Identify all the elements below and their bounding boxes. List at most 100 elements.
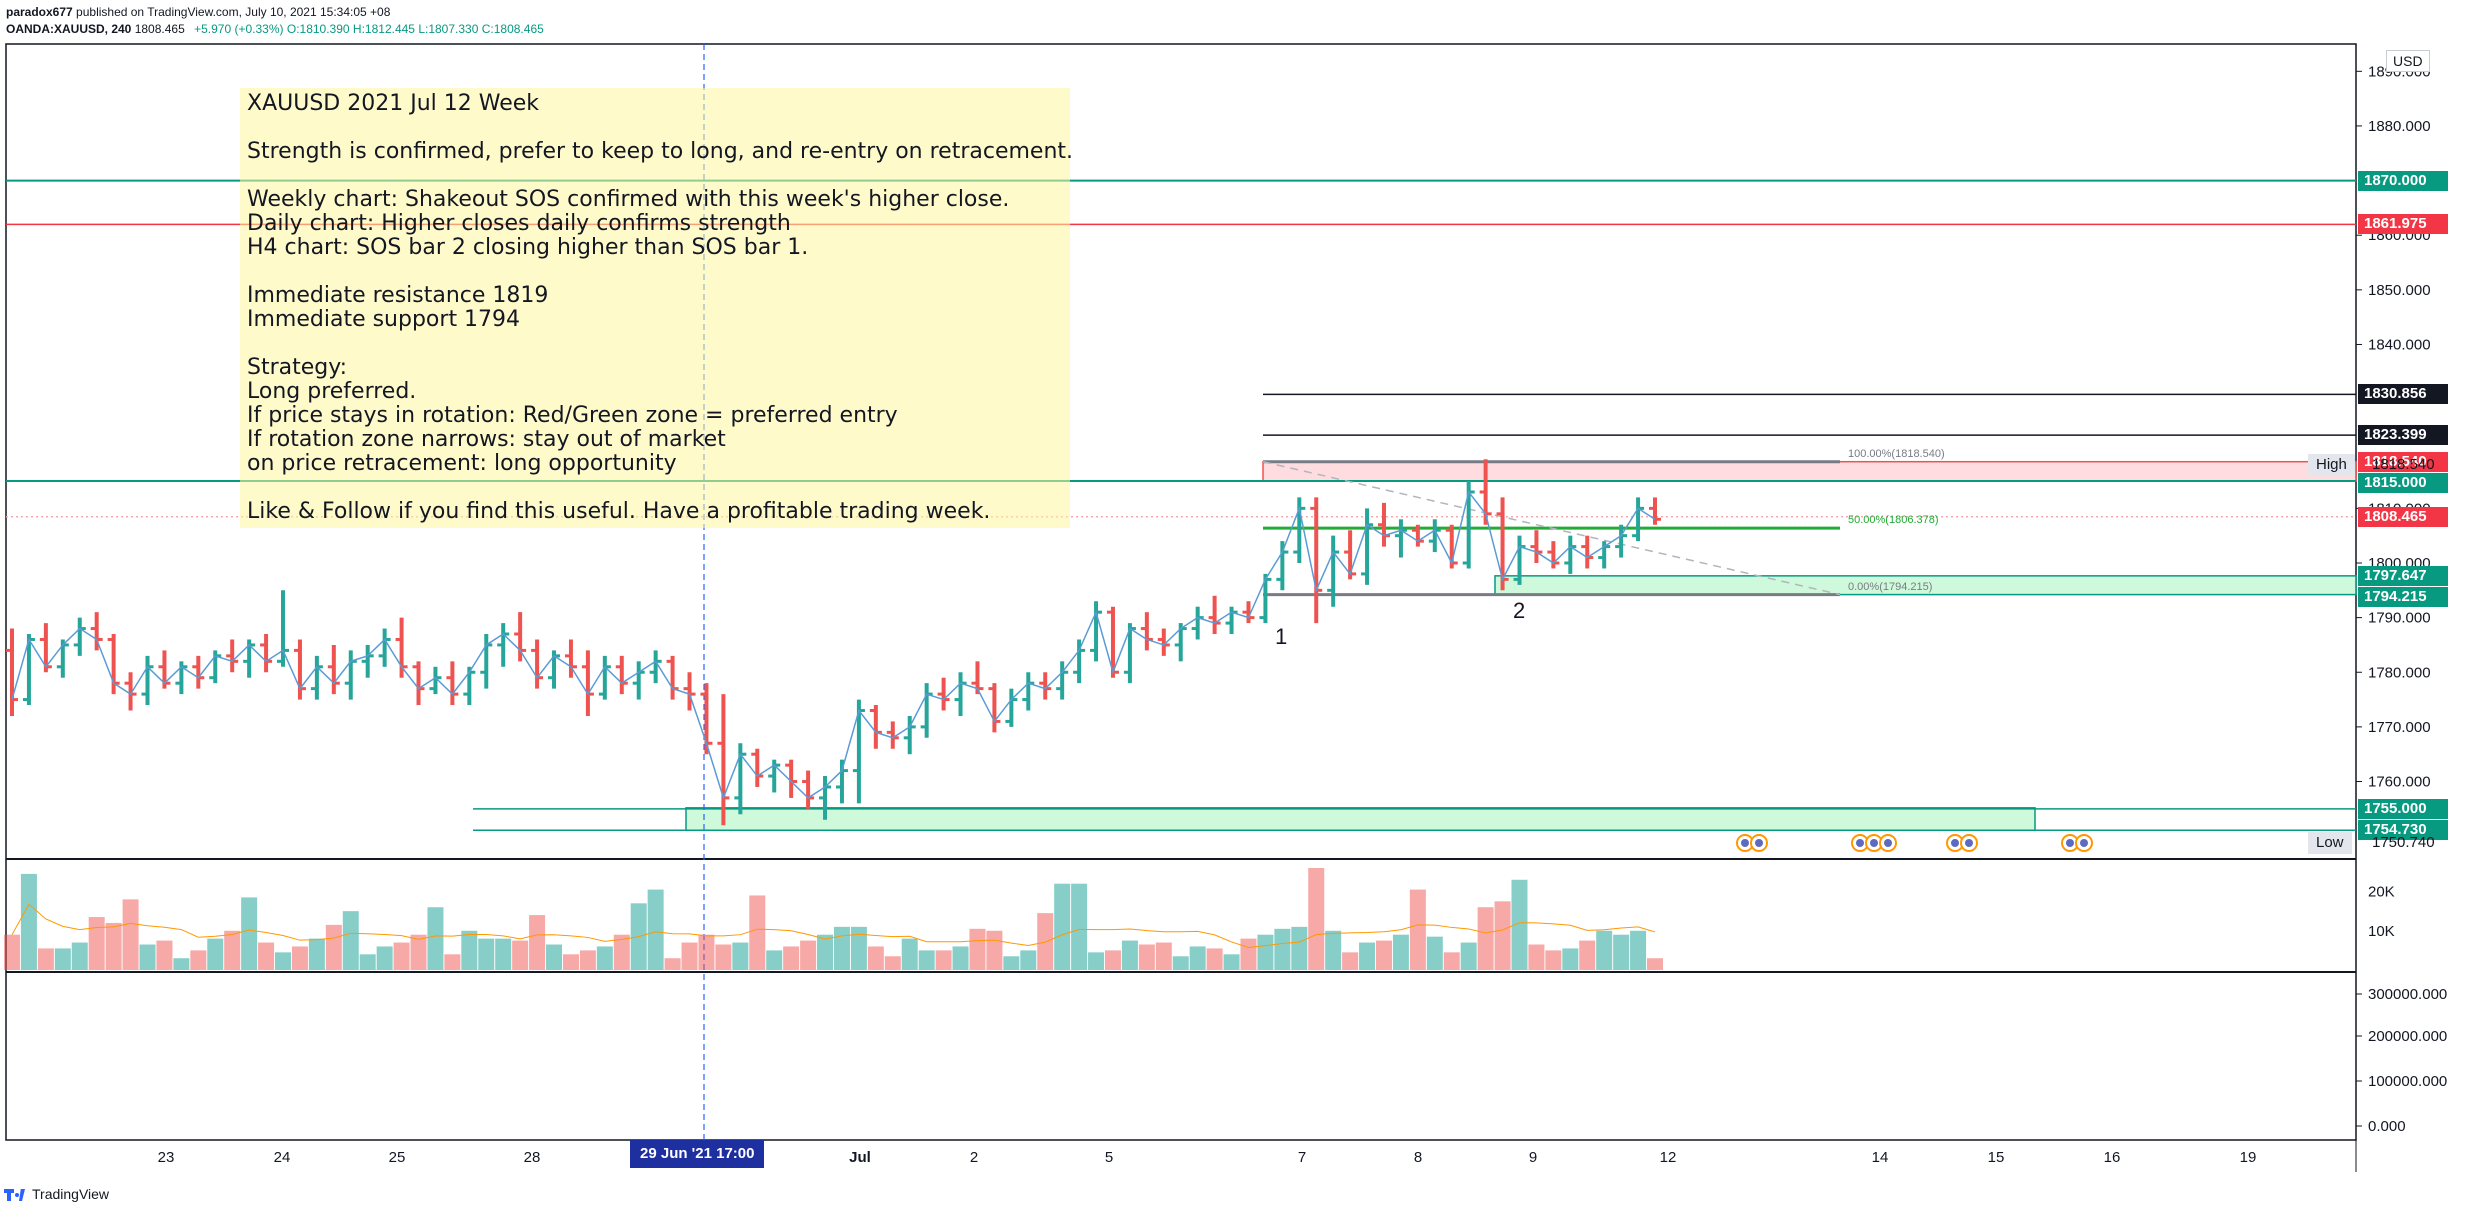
volume-bar-92 bbox=[1562, 948, 1579, 970]
volume-bar-4 bbox=[71, 942, 88, 970]
volume-bar-20 bbox=[342, 911, 359, 970]
volume-bar-31 bbox=[529, 915, 546, 970]
volume-bar-12 bbox=[207, 938, 224, 970]
crosshair-date-label: 29 Jun '21 17:00 bbox=[630, 1140, 765, 1168]
publisher-username[interactable]: paradox677 bbox=[6, 5, 73, 19]
volume-bar-66 bbox=[1121, 940, 1138, 970]
volume-bar-59 bbox=[1003, 956, 1020, 970]
y-tick-label: 1880.000 bbox=[2368, 118, 2431, 135]
x-tick-label: 25 bbox=[389, 1149, 406, 1166]
price-label: 1797.647 bbox=[2358, 565, 2448, 586]
y-tick-label: 1840.000 bbox=[2368, 336, 2431, 353]
volume-bar-8 bbox=[139, 944, 156, 970]
high-word: High bbox=[2316, 455, 2347, 473]
y-tick-label: 1760.000 bbox=[2368, 774, 2431, 791]
volume-bar-19 bbox=[325, 924, 342, 970]
volume-bar-6 bbox=[105, 922, 122, 970]
price-label: 1823.399 bbox=[2358, 425, 2448, 446]
volume-bar-39 bbox=[664, 958, 681, 970]
economic-event-icon bbox=[2080, 839, 2088, 847]
bar-2-annotation: 2 bbox=[1513, 598, 1526, 623]
economic-event-icon bbox=[1965, 839, 1973, 847]
x-tick-label: 19 bbox=[2240, 1149, 2257, 1166]
economic-event-icon bbox=[1951, 839, 1959, 847]
y-tick-label: 1850.000 bbox=[2368, 282, 2431, 299]
x-tick-label: 24 bbox=[274, 1149, 291, 1166]
volume-bar-81 bbox=[1375, 940, 1392, 970]
note-line: Strategy: bbox=[247, 355, 348, 380]
volume-bar-1 bbox=[20, 873, 37, 970]
volume-bar-26 bbox=[444, 954, 461, 970]
tradingview-logo[interactable]: TradingView bbox=[4, 1186, 109, 1202]
x-tick-label: 12 bbox=[1660, 1149, 1677, 1166]
volume-bar-88 bbox=[1494, 901, 1511, 970]
volume-bar-62 bbox=[1054, 883, 1071, 970]
note-line: If rotation zone narrows: stay out of ma… bbox=[247, 427, 726, 452]
note-line: Long preferred. bbox=[247, 379, 417, 404]
currency-label[interactable]: USD bbox=[2386, 50, 2430, 72]
volume-bar-73 bbox=[1240, 938, 1257, 970]
volume-bar-36 bbox=[613, 934, 630, 970]
volume-bar-3 bbox=[54, 948, 71, 970]
volume-bar-56 bbox=[952, 946, 969, 970]
price-label: 1870.000 bbox=[2358, 170, 2448, 191]
price-label: 1794.215 bbox=[2358, 586, 2448, 607]
volume-bar-10 bbox=[173, 958, 190, 970]
high-value: 1818.540 bbox=[2372, 455, 2435, 473]
volume-bar-5 bbox=[88, 917, 105, 970]
green-zone-upper bbox=[1494, 575, 2357, 596]
note-line: If price stays in rotation: Red/Green zo… bbox=[247, 403, 898, 428]
volume-bar-38 bbox=[647, 889, 664, 970]
note-line: on price retracement: long opportunity bbox=[247, 451, 677, 476]
fib-50-label: 50.00%(1806.378) bbox=[1848, 514, 1939, 527]
volume-bar-40 bbox=[681, 942, 698, 970]
fib-0-label: 0.00%(1794.215) bbox=[1848, 580, 1933, 593]
ohlc-low: L:1807.330 bbox=[418, 22, 479, 36]
volume-bar-80 bbox=[1359, 942, 1376, 970]
volume-bar-2 bbox=[37, 948, 54, 970]
ohlc-open: O:1810.390 bbox=[286, 22, 350, 36]
volume-bar-23 bbox=[393, 942, 410, 970]
volume-bar-46 bbox=[783, 946, 800, 970]
note-line: Immediate support 1794 bbox=[247, 307, 521, 332]
economic-event-icon bbox=[1870, 839, 1878, 847]
volume-bar-65 bbox=[1104, 950, 1121, 970]
volume-bar-86 bbox=[1460, 942, 1477, 970]
volume-bar-53 bbox=[901, 938, 918, 970]
fib-trend-line bbox=[1262, 460, 1841, 596]
economic-event-icon bbox=[1741, 839, 1749, 847]
volume-bar-48 bbox=[817, 934, 834, 970]
note-line: Daily chart: Higher closes daily confirm… bbox=[247, 211, 791, 236]
volume-ma-line bbox=[11, 903, 1656, 948]
y-tick-label: 1790.000 bbox=[2368, 610, 2431, 627]
analysis-note[interactable]: XAUUSD 2021 Jul 12 Week Strength is conf… bbox=[240, 88, 1073, 528]
green-zone-lower bbox=[685, 807, 2036, 832]
volume-bar-89 bbox=[1511, 879, 1528, 970]
volume-bar-0 bbox=[4, 934, 20, 970]
secondary-tick-label: 200000.000 bbox=[2368, 1028, 2447, 1045]
volume-bar-77 bbox=[1308, 868, 1325, 970]
volume-bar-58 bbox=[986, 930, 1003, 970]
x-tick-label: 2 bbox=[970, 1149, 978, 1166]
economic-event-icon bbox=[1856, 839, 1864, 847]
note-line: H4 chart: SOS bar 2 closing higher than … bbox=[247, 235, 809, 260]
volume-bar-44 bbox=[749, 895, 766, 970]
volume-bar-43 bbox=[732, 942, 749, 970]
chart-header: paradox677 published on TradingView.com,… bbox=[0, 0, 2468, 44]
volume-bar-90 bbox=[1528, 944, 1545, 970]
volume-bar-75 bbox=[1274, 928, 1291, 970]
x-tick-label: 7 bbox=[1298, 1149, 1306, 1166]
bar-1-annotation: 1 bbox=[1275, 624, 1288, 649]
tradingview-brand: TradingView bbox=[32, 1186, 110, 1202]
price-label: 1808.465 bbox=[2358, 506, 2448, 527]
volume-bar-87 bbox=[1477, 907, 1494, 970]
price-label: 1818.540 bbox=[2358, 451, 2448, 472]
volume-bar-22 bbox=[376, 946, 393, 970]
x-tick-label: Jul bbox=[849, 1149, 871, 1166]
volume-bar-95 bbox=[1613, 934, 1630, 970]
note-line: Immediate resistance 1819 bbox=[247, 283, 549, 308]
symbol-name[interactable]: OANDA:XAUUSD, 240 bbox=[6, 22, 132, 36]
volume-bar-93 bbox=[1579, 940, 1596, 970]
x-tick-label: 9 bbox=[1529, 1149, 1537, 1166]
